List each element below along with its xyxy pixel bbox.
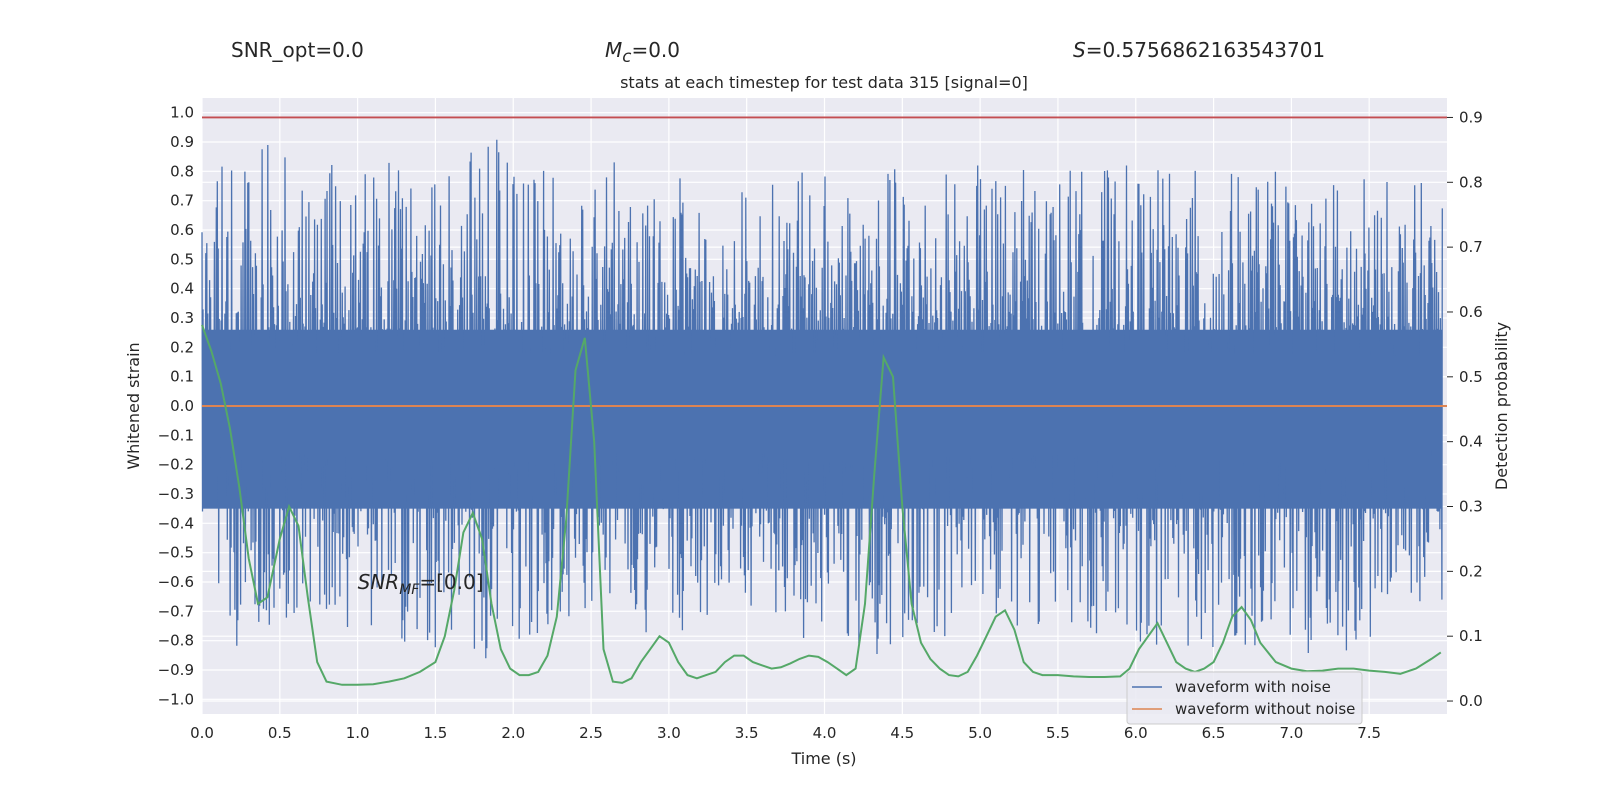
y-tick-label: −0.2 — [158, 456, 194, 474]
x-axis-label: Time (s) — [790, 749, 856, 768]
y-tick-label: −1.0 — [158, 690, 194, 708]
y-right-tick-label: 0.5 — [1459, 368, 1483, 386]
x-tick-label: 6.0 — [1124, 724, 1148, 742]
x-axis-ticks: 0.0 0.5 1.0 1.5 2.0 2.5 3.0 3.5 4.0 4.5 5.0 5.5 6.0 6… — [190, 724, 1381, 742]
x-tick-label: 3.0 — [657, 724, 681, 742]
x-tick-label: 0.5 — [268, 724, 292, 742]
y-tick-label: −0.9 — [158, 661, 194, 679]
legend-box — [1126, 671, 1363, 725]
y-right-tick-label: 0.4 — [1459, 433, 1483, 451]
x-tick-label: 1.5 — [424, 724, 448, 742]
y-tick-label: 0.4 — [170, 280, 194, 298]
x-tick-label: 4.5 — [890, 724, 914, 742]
y-tick-label: −0.7 — [158, 602, 194, 620]
y-tick-label: −0.4 — [158, 514, 194, 532]
y-tick-label: 0.1 — [170, 368, 194, 386]
y-axis-label: Whitened strain — [124, 342, 143, 469]
legend: waveform with noise waveform without noi… — [1126, 671, 1363, 725]
chart-title: stats at each timestep for test data 315… — [620, 73, 1028, 92]
y-tick-label: 0.3 — [170, 309, 194, 327]
x-tick-label: 7.5 — [1357, 724, 1381, 742]
y-tick-label: −0.3 — [158, 485, 194, 503]
noise-trace — [201, 139, 1443, 659]
y-tick-label: 0.8 — [170, 162, 194, 180]
y-tick-label: 1.0 — [170, 104, 194, 122]
x-tick-label: 5.5 — [1046, 724, 1070, 742]
stat-snr-opt-label: SNR_opt — [231, 38, 316, 62]
y-tick-label: −0.6 — [158, 573, 194, 591]
y-right-tick-label: 0.8 — [1459, 173, 1483, 191]
stat-s-value: =0.5756862163543701 — [1085, 38, 1326, 62]
y-right-tick-label: 0.2 — [1459, 562, 1483, 580]
y-tick-label: −0.1 — [158, 426, 194, 444]
x-tick-label: 2.0 — [501, 724, 525, 742]
x-tick-label: 6.5 — [1202, 724, 1226, 742]
stat-mc-symbol: M — [605, 38, 623, 62]
y-right-tick-label: 0.6 — [1459, 303, 1483, 321]
y-tick-label: 0.2 — [170, 338, 194, 356]
snr-mf-annotation: SNRMF=[0.0] — [358, 570, 484, 598]
x-tick-label: 0.0 — [190, 724, 214, 742]
y-tick-label: −0.5 — [158, 544, 194, 562]
legend-label-noise: waveform with noise — [1175, 678, 1331, 696]
series-waveform-with-noise — [201, 139, 1443, 659]
y-tick-label: −0.8 — [158, 632, 194, 650]
legend-label-clean: waveform without noise — [1175, 700, 1355, 718]
y-right-tick-label: 0.9 — [1459, 108, 1483, 126]
x-tick-label: 2.5 — [579, 724, 603, 742]
x-tick-label: 1.0 — [346, 724, 370, 742]
x-tick-label: 7.0 — [1279, 724, 1303, 742]
stat-snr-opt: SNR_opt=0.0 — [231, 38, 364, 62]
snr-mf-sub: MF — [399, 582, 420, 598]
y-tick-label: 0.6 — [170, 221, 194, 239]
snr-mf-symbol: SNR — [358, 570, 400, 594]
y-right-tick-label: 0.0 — [1459, 692, 1483, 710]
y-axis-ticks: 1.0 0.9 0.8 0.7 0.6 0.5 0.4 0.3 0.2 0.1 0.0 −0.1 −0.… — [158, 104, 194, 709]
y-right-tick-label: 0.7 — [1459, 238, 1483, 256]
stat-mc-value: =0.0 — [631, 38, 681, 62]
y-tick-label: 0.7 — [170, 192, 194, 210]
x-tick-label: 4.0 — [813, 724, 837, 742]
stat-s-symbol: S — [1073, 38, 1086, 62]
stat-score: S=0.5756862163543701 — [1073, 38, 1325, 62]
stat-chirp-mass: Mc=0.0 — [605, 38, 680, 66]
series-detection-probability — [201, 324, 1442, 686]
stat-mc-sub: c — [622, 47, 632, 66]
y-tick-label: 0.0 — [170, 397, 194, 415]
y-right-axis-ticks: 0.9 0.8 0.7 0.6 0.5 0.4 0.3 0.2 0.1 0.0 — [1447, 108, 1483, 710]
y-tick-label: 0.9 — [170, 133, 194, 151]
y-right-tick-label: 0.1 — [1459, 627, 1483, 645]
y-right-tick-label: 0.3 — [1459, 498, 1483, 516]
y-tick-label: 0.5 — [170, 250, 194, 268]
y-right-axis-label: Detection probability — [1492, 322, 1511, 490]
stat-snr-opt-value: =0.0 — [315, 38, 364, 62]
probability-trace — [201, 324, 1442, 686]
x-tick-label: 5.0 — [968, 724, 992, 742]
x-tick-label: 3.5 — [735, 724, 759, 742]
snr-mf-value: =[0.0] — [419, 570, 483, 594]
